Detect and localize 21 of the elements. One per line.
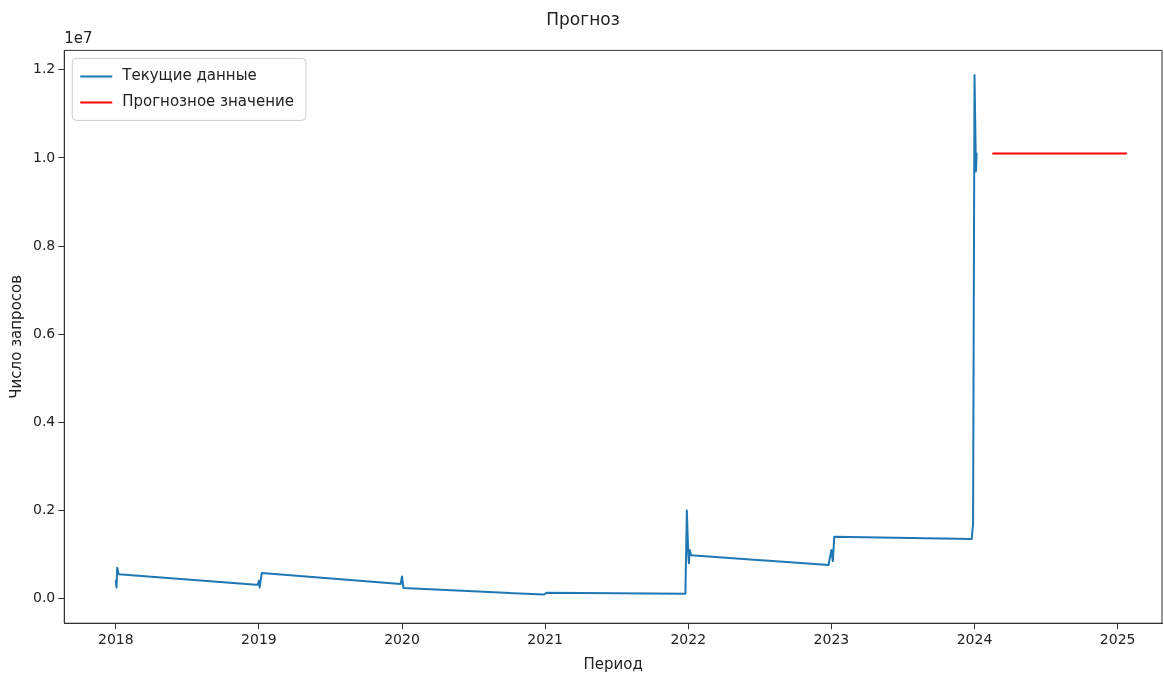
x-tick-label: 2023: [813, 631, 850, 648]
chart-title: Прогноз: [546, 8, 620, 29]
x-tick-label: 2024: [956, 631, 993, 648]
x-tick-label: 2018: [97, 631, 134, 648]
y-tick-label: 0.4: [33, 412, 56, 429]
y-tick-label: 0.2: [33, 501, 56, 518]
x-tick-label: 2019: [241, 631, 277, 648]
x-axis-title: Период: [583, 654, 643, 673]
x-tick-label: 2020: [384, 631, 420, 648]
y-axis-title: Число запросов: [6, 274, 25, 399]
x-tick-label: 2025: [1099, 631, 1136, 648]
y-tick-label: 0.8: [33, 236, 56, 253]
legend-label: Прогнозное значение: [122, 92, 294, 111]
y-tick-label: 0.0: [33, 589, 56, 606]
x-tick-label: 2022: [670, 631, 707, 648]
legend-label: Текущие данные: [121, 66, 257, 85]
y-tick-label: 0.6: [33, 324, 56, 341]
x-tick-label: 2021: [527, 631, 563, 648]
text: 1e7: [64, 28, 93, 47]
y-tick-label: 1.0: [33, 148, 56, 165]
y-tick-label: 1.2: [33, 60, 56, 77]
